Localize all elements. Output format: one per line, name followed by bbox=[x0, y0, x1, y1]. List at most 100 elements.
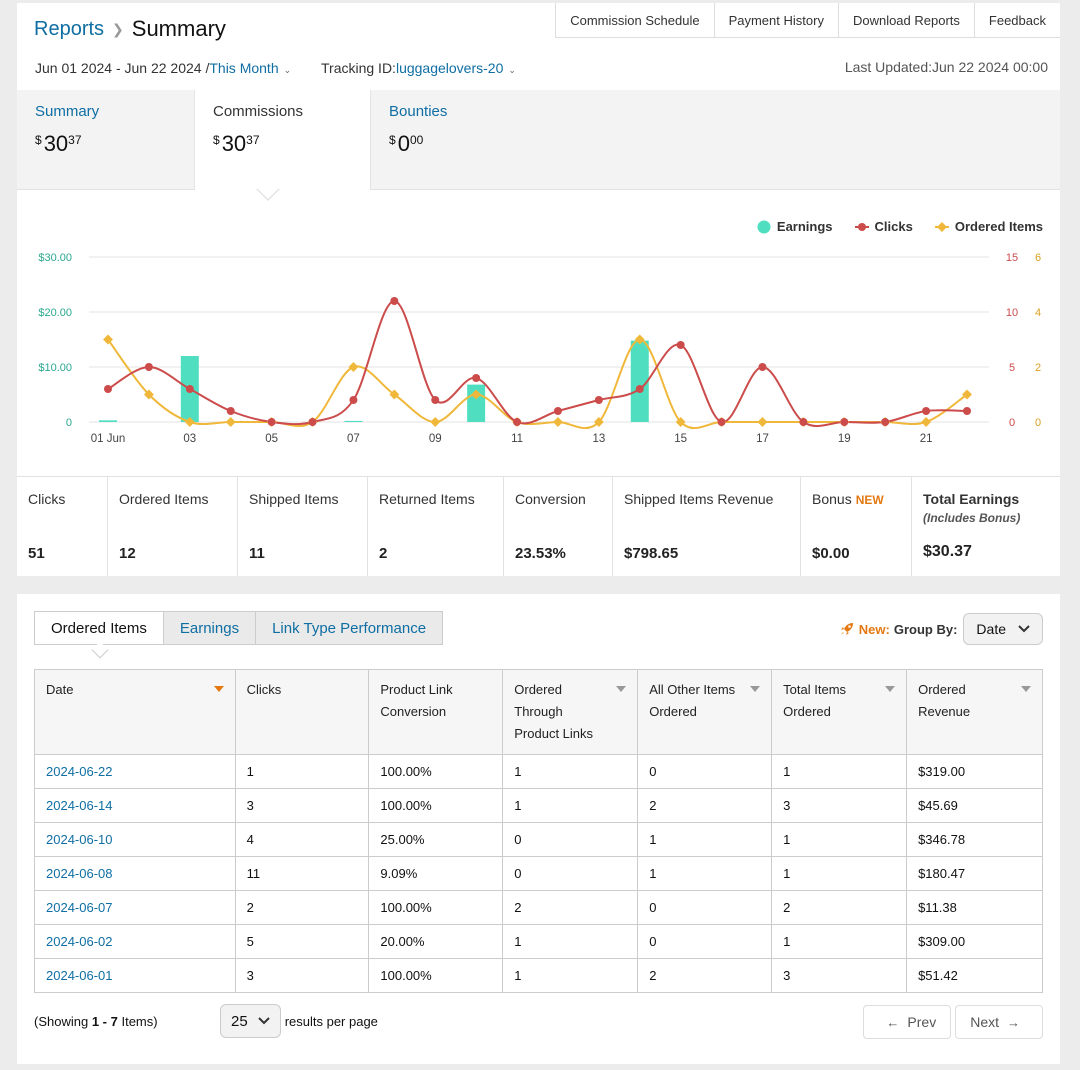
amount-cents: 00 bbox=[409, 133, 424, 147]
tab-commissions[interactable]: Commissions $30 37 bbox=[194, 90, 371, 196]
date-link[interactable]: 2024-06-10 bbox=[46, 832, 113, 847]
table-cell: 3 bbox=[771, 788, 908, 823]
next-button[interactable]: Next → bbox=[955, 1005, 1043, 1039]
showing-text: (Showing 1 - 7 Items) bbox=[34, 1014, 158, 1029]
date-link[interactable]: 2024-06-22 bbox=[46, 764, 113, 779]
tab-earnings[interactable]: Earnings bbox=[163, 611, 257, 645]
ordered-items-point bbox=[184, 417, 195, 427]
per-page-select[interactable]: 25 bbox=[220, 1004, 281, 1038]
date-link[interactable]: 2024-06-02 bbox=[46, 934, 113, 949]
ordered-items-point bbox=[593, 417, 604, 427]
stat-shipped-items: Shipped Items 11 bbox=[238, 477, 368, 576]
col-ordered-through-links[interactable]: Ordered Through Product Links bbox=[502, 669, 639, 755]
table-cell: 100.00% bbox=[368, 788, 504, 823]
earnings-bar bbox=[630, 340, 649, 422]
date-link[interactable]: 2024-06-01 bbox=[46, 968, 113, 983]
tab-payment-history[interactable]: Payment History bbox=[715, 3, 839, 37]
clicks-point bbox=[758, 363, 767, 371]
group-by: New: Group By: Date bbox=[839, 613, 1043, 645]
ordered-items-line bbox=[107, 338, 968, 430]
clicks-point bbox=[472, 374, 481, 382]
tab-ordered-items[interactable]: Ordered Items bbox=[34, 611, 164, 645]
amount-whole: 30 bbox=[221, 131, 247, 156]
clicks-point bbox=[799, 418, 808, 426]
clicks-point bbox=[922, 407, 931, 415]
tab-download-reports[interactable]: Download Reports bbox=[839, 3, 975, 37]
table-cell: 2 bbox=[637, 958, 773, 993]
table-cell: 20.00% bbox=[368, 924, 504, 959]
showing-suffix: Items) bbox=[121, 1014, 158, 1029]
date-link[interactable]: 2024-06-08 bbox=[46, 866, 113, 881]
chevron-down-icon bbox=[1018, 625, 1030, 633]
earnings-chart: 0 0 0 $10.00 5 2 $20.00 10 4 $30.00 15 6 01 Jun 03 05 0… bbox=[38, 252, 1041, 445]
clicks-point bbox=[635, 385, 644, 393]
col-label: Ordered Through Product Links bbox=[514, 682, 594, 741]
y-clicks-tick-label: 5 bbox=[1009, 362, 1015, 374]
legend-ordered-items[interactable]: Ordered Items bbox=[934, 219, 1043, 234]
col-date[interactable]: Date bbox=[34, 669, 236, 755]
date-link[interactable]: 2024-06-14 bbox=[46, 798, 113, 813]
table-cell: 1 bbox=[234, 754, 370, 789]
period-dropdown[interactable]: This Month bbox=[209, 60, 279, 76]
col-label: Date bbox=[46, 682, 74, 697]
col-label: All Other Items Ordered bbox=[649, 682, 736, 719]
table-cell: 4 bbox=[234, 822, 370, 857]
clicks-point bbox=[104, 385, 112, 393]
legend-clicks[interactable]: Clicks bbox=[854, 219, 913, 234]
per-page: 25 results per page bbox=[220, 1004, 378, 1038]
tracking-label: Tracking ID: bbox=[321, 60, 396, 76]
ordered-items-point bbox=[634, 334, 645, 345]
col-total-items[interactable]: Total Items Ordered bbox=[771, 669, 908, 755]
chevron-down-icon[interactable]: ⌄ bbox=[508, 65, 516, 75]
table-cell: 1 bbox=[502, 754, 639, 789]
table-cell: 2024-06-01 bbox=[34, 958, 236, 993]
y-clicks-tick-label: 10 bbox=[1006, 307, 1018, 319]
prev-button[interactable]: ← Prev bbox=[863, 1005, 952, 1039]
next-label: Next bbox=[970, 1014, 999, 1030]
chart-legend: Earnings Clicks Ordered Items bbox=[735, 219, 1043, 234]
tab-commission-schedule[interactable]: Commission Schedule bbox=[556, 3, 715, 37]
stat-label: Returned Items bbox=[379, 491, 475, 507]
date-range-text: Jun 01 2024 - Jun 22 2024 / bbox=[35, 60, 210, 76]
page-title: Summary bbox=[131, 16, 226, 41]
y-left-tick-label: $30.00 bbox=[38, 252, 72, 264]
table-cell: 1 bbox=[771, 924, 908, 959]
col-other-items[interactable]: All Other Items Ordered bbox=[637, 669, 773, 755]
table-cell: 2024-06-10 bbox=[34, 822, 236, 857]
col-ordered-revenue[interactable]: Ordered Revenue bbox=[906, 669, 1043, 755]
col-product-link-conversion[interactable]: Product Link Conversion bbox=[368, 669, 504, 755]
stats-row: Clicks 51 Ordered Items 12 Shipped Items… bbox=[17, 476, 1060, 576]
new-label: New: bbox=[858, 621, 890, 637]
report-header: Reports ❯ Summary Commission Schedule Pa… bbox=[17, 3, 1060, 90]
date-link[interactable]: 2024-06-07 bbox=[46, 900, 113, 915]
table-cell: 2024-06-07 bbox=[34, 890, 236, 925]
sort-desc-icon[interactable] bbox=[213, 686, 224, 692]
stat-label: Shipped Items Revenue bbox=[624, 491, 774, 507]
breadcrumb-reports-link[interactable]: Reports bbox=[34, 17, 105, 40]
chevron-down-icon[interactable]: ⌄ bbox=[283, 65, 292, 75]
table-cell: 1 bbox=[771, 856, 908, 891]
table-cell: 0 bbox=[502, 822, 639, 857]
clicks-point bbox=[676, 341, 685, 349]
tab-link-type-performance[interactable]: Link Type Performance bbox=[256, 611, 444, 645]
table-row: 2024-06-14 3 100.00% 1 2 3 $45.69 bbox=[34, 788, 1043, 823]
col-clicks[interactable]: Clicks bbox=[234, 669, 370, 755]
legend-earnings[interactable]: Earnings bbox=[757, 219, 833, 234]
col-label: Clicks bbox=[246, 682, 282, 697]
tab-summary[interactable]: Summary $30 37 bbox=[17, 90, 194, 190]
sort-icon[interactable] bbox=[616, 686, 627, 692]
rocket-icon bbox=[840, 623, 853, 635]
clicks-point bbox=[390, 297, 399, 305]
tab-bounties[interactable]: Bounties $0 00 bbox=[371, 90, 548, 190]
x-tick-label: 05 bbox=[265, 433, 278, 445]
tab-feedback[interactable]: Feedback bbox=[988, 12, 1046, 28]
sort-icon[interactable] bbox=[1021, 686, 1031, 692]
group-by-select[interactable]: Date bbox=[963, 613, 1043, 645]
sort-icon[interactable] bbox=[885, 686, 896, 692]
x-tick-label: 21 bbox=[920, 433, 933, 445]
x-tick-label: 11 bbox=[511, 433, 523, 445]
tracking-id-dropdown[interactable]: luggagelovers-20 bbox=[395, 60, 504, 76]
sort-icon[interactable] bbox=[750, 686, 761, 692]
report-table-panel: Ordered Items Earnings Link Type Perform… bbox=[17, 594, 1060, 1064]
table-cell: 1 bbox=[637, 822, 773, 857]
